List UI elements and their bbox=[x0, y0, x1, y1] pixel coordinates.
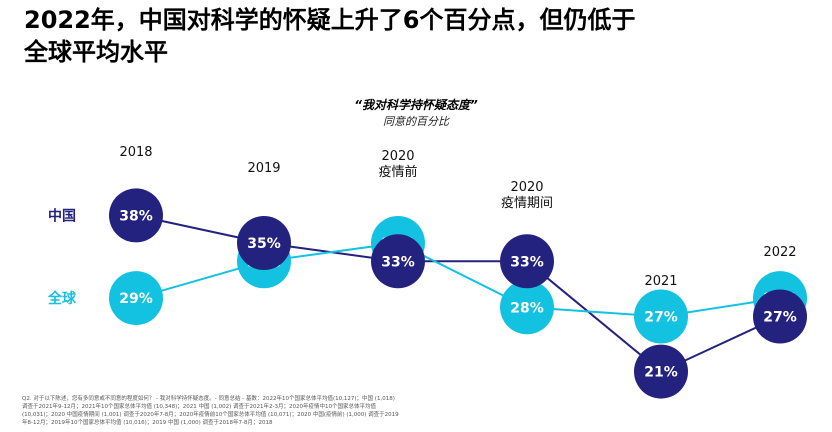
data-point bbox=[634, 289, 688, 344]
chart-subtitle: 同意的百分比 bbox=[383, 115, 449, 128]
series-label: 全球 bbox=[47, 290, 77, 307]
data-label: 35% bbox=[247, 236, 281, 252]
data-label: 27% bbox=[763, 310, 797, 326]
data-point bbox=[500, 234, 554, 289]
footnote: Q2. 对于以下陈述，您有多同意或不同意的程度如何？ - 我对科学持怀疑态度。-… bbox=[22, 396, 399, 426]
data-label: 21% bbox=[644, 365, 678, 381]
data-point bbox=[237, 216, 291, 270]
data-label: 33% bbox=[510, 254, 544, 270]
category-label: 疫情期间 bbox=[501, 195, 553, 211]
data-label: 33% bbox=[381, 254, 415, 270]
series-label: 中国 bbox=[48, 207, 76, 224]
category-label: 2019 bbox=[247, 161, 280, 176]
data-label: 27% bbox=[644, 310, 678, 326]
category-label: 2018 bbox=[119, 145, 152, 160]
data-point bbox=[753, 289, 807, 344]
headline-line-1: 2022年，中国对科学的怀疑上升了6个百分点，但仍低于 bbox=[24, 6, 636, 34]
category-label: 2022 bbox=[763, 245, 796, 260]
data-point bbox=[109, 271, 163, 326]
category-label: 2020 bbox=[510, 180, 543, 195]
series-line-china bbox=[135, 214, 781, 373]
headline-line-2: 全球平均水平 bbox=[24, 38, 168, 66]
data-label: 28% bbox=[510, 300, 544, 316]
category-label: 2020 bbox=[381, 149, 414, 164]
data-label: 29% bbox=[119, 291, 153, 307]
data-point bbox=[109, 188, 163, 243]
data-point bbox=[500, 280, 554, 335]
data-point bbox=[634, 344, 688, 399]
category-label: 2021 bbox=[644, 274, 677, 289]
chart-title: “我对科学持怀疑态度” bbox=[354, 98, 478, 112]
headline: 2022年，中国对科学的怀疑上升了6个百分点，但仍低于 全球平均水平 bbox=[24, 4, 804, 68]
data-point bbox=[371, 234, 425, 289]
category-label: 疫情前 bbox=[378, 164, 417, 180]
data-label: 38% bbox=[119, 208, 153, 224]
